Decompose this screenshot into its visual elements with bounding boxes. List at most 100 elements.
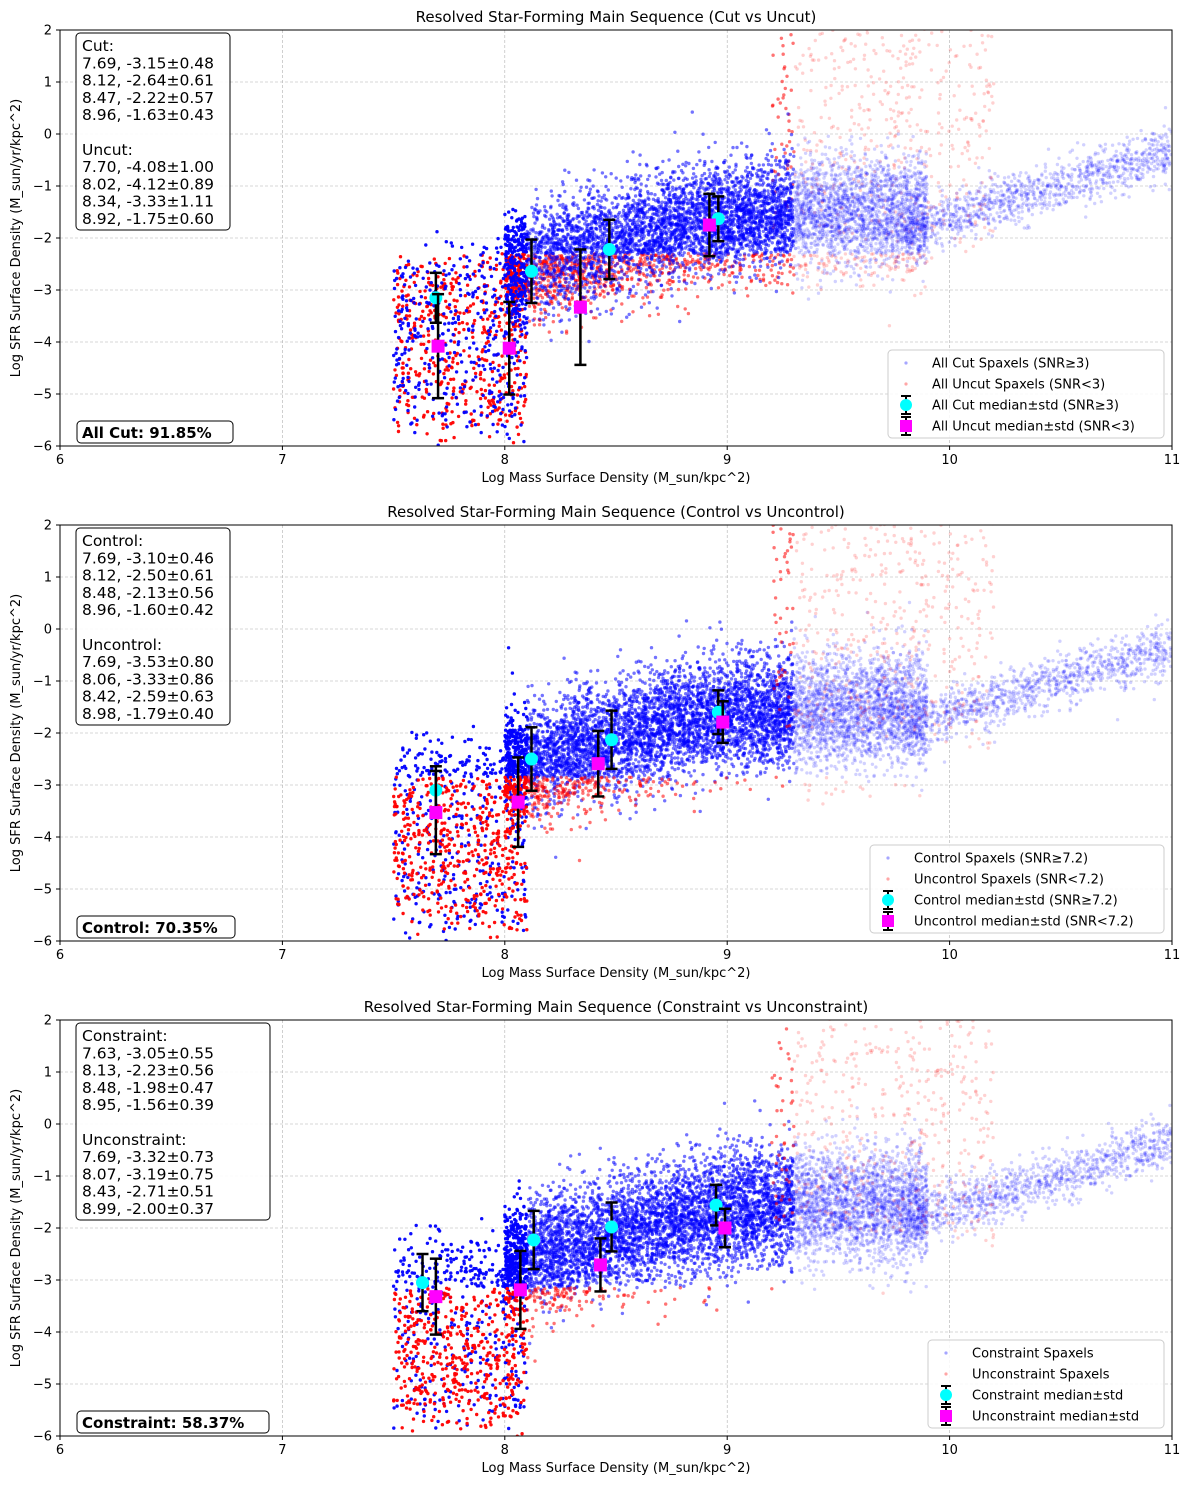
spaxel-point bbox=[451, 360, 455, 364]
spaxel-point bbox=[901, 252, 905, 256]
spaxel-point bbox=[1020, 210, 1024, 214]
spaxel-point bbox=[689, 280, 694, 284]
spaxel-point bbox=[803, 267, 808, 272]
spaxel-point bbox=[477, 363, 481, 368]
spaxel-point bbox=[462, 254, 466, 258]
spaxel-point bbox=[888, 131, 892, 135]
spaxel-point bbox=[1081, 159, 1085, 164]
spaxel-point bbox=[979, 237, 983, 241]
spaxel-point bbox=[463, 294, 467, 298]
spaxel-point bbox=[564, 305, 568, 309]
spaxel-point bbox=[638, 259, 642, 264]
spaxel-point bbox=[893, 257, 897, 262]
spaxel-point bbox=[911, 255, 916, 260]
spaxel-point bbox=[610, 288, 615, 292]
spaxel-point bbox=[987, 193, 991, 197]
spaxel-point bbox=[454, 278, 458, 282]
spaxel-point bbox=[923, 285, 927, 289]
spaxel-point bbox=[441, 272, 445, 276]
spaxel-point bbox=[552, 289, 557, 294]
spaxel-point bbox=[891, 54, 895, 58]
spaxel-point bbox=[796, 105, 801, 110]
spaxel-point bbox=[432, 411, 436, 416]
spaxel-point bbox=[853, 257, 858, 261]
spaxel-point bbox=[900, 111, 905, 115]
spaxel-point bbox=[659, 270, 663, 274]
spaxel-point bbox=[452, 264, 456, 268]
spaxel-point bbox=[483, 388, 488, 393]
spaxel-point bbox=[892, 109, 896, 113]
spaxel-point bbox=[719, 260, 723, 264]
spaxel-point bbox=[808, 261, 813, 265]
spaxel-point bbox=[707, 168, 711, 172]
spaxel-point bbox=[839, 45, 843, 49]
spaxel-point bbox=[949, 165, 953, 169]
spaxel-point bbox=[610, 284, 614, 289]
spaxel-point bbox=[837, 91, 841, 96]
spaxel-point bbox=[652, 263, 656, 267]
spaxel-point bbox=[744, 286, 749, 290]
spaxel-point bbox=[440, 357, 444, 361]
spaxel-point bbox=[448, 291, 452, 296]
spaxel-point bbox=[583, 286, 587, 290]
spaxel-point bbox=[911, 268, 915, 272]
spaxel-point bbox=[522, 404, 526, 408]
spaxel-point bbox=[892, 261, 897, 265]
spaxel-point bbox=[809, 27, 812, 30]
spaxel-point bbox=[1104, 164, 1108, 169]
spaxel-point bbox=[503, 237, 507, 241]
spaxel-point bbox=[468, 304, 473, 308]
spaxel-point bbox=[867, 108, 871, 112]
spaxel-point bbox=[786, 258, 790, 262]
spaxel-point bbox=[780, 142, 784, 146]
spaxel-point bbox=[469, 360, 473, 364]
spaxel-point bbox=[863, 270, 868, 274]
spaxel-point bbox=[560, 330, 564, 334]
spaxel-point bbox=[661, 260, 665, 264]
spaxel-point bbox=[446, 368, 450, 372]
spaxel-point bbox=[857, 123, 861, 127]
spaxel-point bbox=[801, 273, 805, 277]
spaxel-point bbox=[594, 292, 598, 296]
spaxel-point bbox=[887, 265, 891, 269]
spaxel-point bbox=[539, 311, 543, 315]
spaxel-point bbox=[975, 156, 979, 160]
spaxel-point bbox=[776, 115, 780, 119]
spaxel-point bbox=[969, 229, 974, 233]
spaxel-point bbox=[893, 267, 897, 271]
spaxel-point bbox=[746, 294, 750, 298]
spaxel-point bbox=[858, 284, 862, 289]
spaxel-point bbox=[799, 156, 803, 160]
spaxel-point bbox=[631, 284, 636, 289]
spaxel-point bbox=[683, 307, 687, 311]
spaxel-point bbox=[958, 187, 962, 192]
spaxel-point bbox=[551, 320, 555, 324]
spaxel-point bbox=[421, 415, 426, 419]
spaxel-point bbox=[537, 288, 541, 293]
spaxel-point bbox=[513, 381, 517, 385]
spaxel-point bbox=[973, 161, 978, 165]
spaxel-point bbox=[902, 44, 906, 48]
spaxel-point bbox=[880, 102, 884, 107]
spaxel-point bbox=[971, 244, 975, 248]
spaxel-point bbox=[460, 320, 465, 325]
spaxel-point bbox=[794, 0, 797, 1]
spaxel-point bbox=[918, 253, 922, 257]
spaxel-point bbox=[503, 212, 507, 217]
spaxel-point bbox=[738, 268, 742, 273]
spaxel-point bbox=[512, 361, 516, 366]
spaxel-point bbox=[436, 275, 440, 279]
spaxel-point bbox=[1031, 187, 1035, 191]
spaxel-point bbox=[485, 260, 490, 265]
spaxel-point bbox=[475, 390, 479, 394]
spaxel-point bbox=[896, 56, 900, 61]
spaxel-point bbox=[398, 276, 402, 281]
spaxel-point bbox=[803, 262, 808, 266]
spaxel-point bbox=[663, 196, 668, 200]
spaxel-point bbox=[462, 349, 466, 353]
spaxel-point bbox=[1057, 156, 1061, 160]
spaxel-point bbox=[447, 256, 452, 261]
spaxel-point bbox=[968, 220, 972, 225]
spaxel-point bbox=[606, 188, 610, 192]
spaxel-point bbox=[445, 409, 449, 413]
